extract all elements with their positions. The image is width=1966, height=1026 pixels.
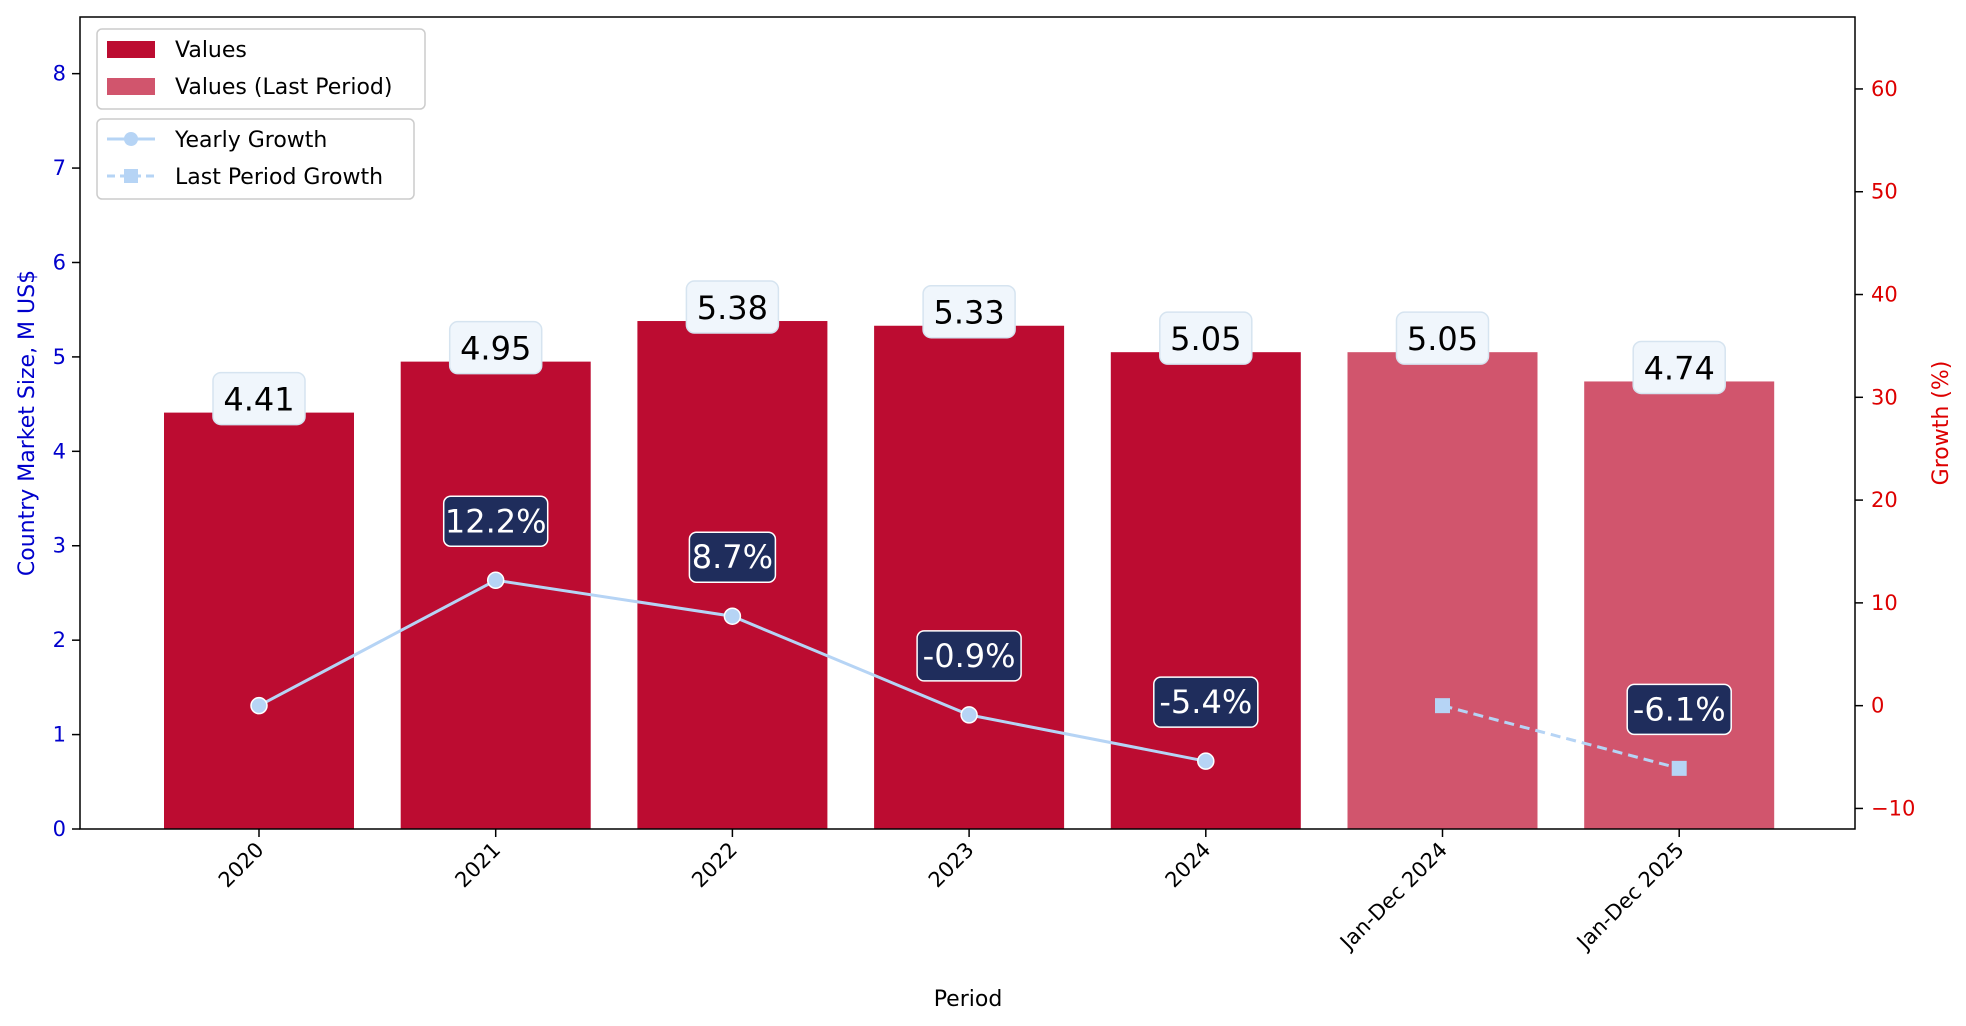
growth-label: -5.4% [1159, 683, 1252, 721]
legend-label-values-last-period: Values (Last Period) [175, 75, 392, 100]
yearly-growth-marker-2021 [486, 571, 505, 590]
bar-2020 [164, 412, 354, 829]
legend-label-values: Values [175, 38, 247, 63]
growth-line-last-period [1442, 704, 1680, 770]
last-period-growth-marker-jan-dec-2025 [1671, 760, 1687, 776]
y2-tick-label: 30 [1871, 385, 1898, 409]
legend: Values Values (Last Period) Yearly Growth L… [96, 28, 426, 200]
legend-label-last-period-growth: Last Period Growth [175, 165, 383, 190]
growth-label-box [688, 531, 777, 583]
growth-label-box [1626, 683, 1732, 736]
legend-box-bars [96, 28, 426, 110]
yearly-growth-marker-2020 [250, 696, 268, 715]
y2-tick-label: 10 [1871, 591, 1898, 615]
yearly-growth-marker-2023 [960, 706, 978, 724]
y-tick-label: 8 [53, 62, 66, 86]
x-tick-label: 2020 [214, 838, 269, 893]
growth-label-box [1153, 676, 1259, 728]
y2-tick-label: 40 [1871, 283, 1898, 307]
value-label: 5.05 [1407, 320, 1478, 358]
x-tick-label: 2021 [450, 838, 505, 893]
growth-label: 12.2% [445, 502, 547, 540]
y-tick-label: 7 [53, 156, 66, 180]
x-tick-label: 2022 [687, 838, 742, 893]
y-tick-label: 1 [53, 723, 66, 747]
legend-marker-last-period-growth [124, 169, 138, 183]
y-tick-label: 5 [53, 345, 66, 369]
value-label-box [1159, 311, 1253, 365]
value-label: 4.74 [1644, 349, 1715, 387]
y-tick-label: 2 [53, 628, 66, 652]
x-axis-title: Period [934, 987, 1003, 1012]
value-label-box [1632, 340, 1726, 395]
growth-lines-layer [250, 571, 1687, 776]
y-tick-label: 4 [53, 439, 66, 463]
y2-tick-label: −10 [1871, 796, 1915, 820]
value-label: 5.33 [933, 294, 1004, 332]
bar-2023 [874, 325, 1065, 829]
value-label: 4.41 [223, 381, 294, 419]
value-label-box [685, 280, 780, 334]
bar-jan-dec-2024 [1347, 352, 1538, 829]
y2-tick-label: 0 [1871, 694, 1884, 718]
last-period-growth-marker-jan-dec-2024 [1435, 698, 1450, 714]
x-tick-label: 2023 [924, 838, 979, 893]
x-tick-label: 2024 [1161, 838, 1216, 893]
value-label: 5.05 [1170, 320, 1241, 358]
value-label: 4.95 [460, 330, 531, 368]
legend-swatch-values [107, 41, 155, 58]
legend-marker-yearly-growth [124, 132, 138, 146]
growth-label: -0.9% [923, 637, 1016, 675]
yearly-growth-marker-2024 [1197, 752, 1215, 770]
y-axis-title: Country Market Size, M US$ [15, 270, 40, 576]
bars-layer [164, 321, 1775, 829]
value-label-box [922, 284, 1016, 339]
value-label-box [1395, 311, 1490, 365]
plot-frame [79, 16, 1856, 830]
bar-2021 [400, 361, 591, 829]
x-tick-label: Jan-Dec 2025 [1571, 838, 1689, 956]
growth-label: 8.7% [692, 538, 773, 576]
bar-jan-dec-2025 [1584, 381, 1775, 829]
y2-tick-label: 60 [1871, 77, 1898, 101]
yearly-growth-marker-2022 [723, 607, 742, 625]
y-tick-label: 3 [53, 534, 66, 558]
value-label-box [448, 320, 543, 375]
growth-label: -6.1% [1633, 690, 1726, 728]
growth-label-box [442, 495, 549, 548]
y-tick-label: 6 [53, 250, 66, 274]
growth-label-box [916, 630, 1022, 682]
y-tick-label: 0 [53, 817, 66, 841]
legend-swatch-values-last-period [107, 78, 155, 95]
y2-tick-label: 20 [1871, 488, 1898, 512]
y2-tick-label: 50 [1871, 180, 1898, 204]
legend-box-lines [96, 118, 415, 200]
x-tick-label: Jan-Dec 2024 [1334, 838, 1452, 956]
legend-label-yearly-growth: Yearly Growth [174, 128, 327, 153]
value-label-box [212, 371, 306, 426]
y2-axis-title: Growth (%) [1929, 361, 1954, 486]
data-labels-layer: 4.41 4.95 5.38 5.33 5.05 5.05 4.74 12.2% 8.7% -0.… [212, 280, 1732, 736]
value-label: 5.38 [697, 289, 768, 327]
